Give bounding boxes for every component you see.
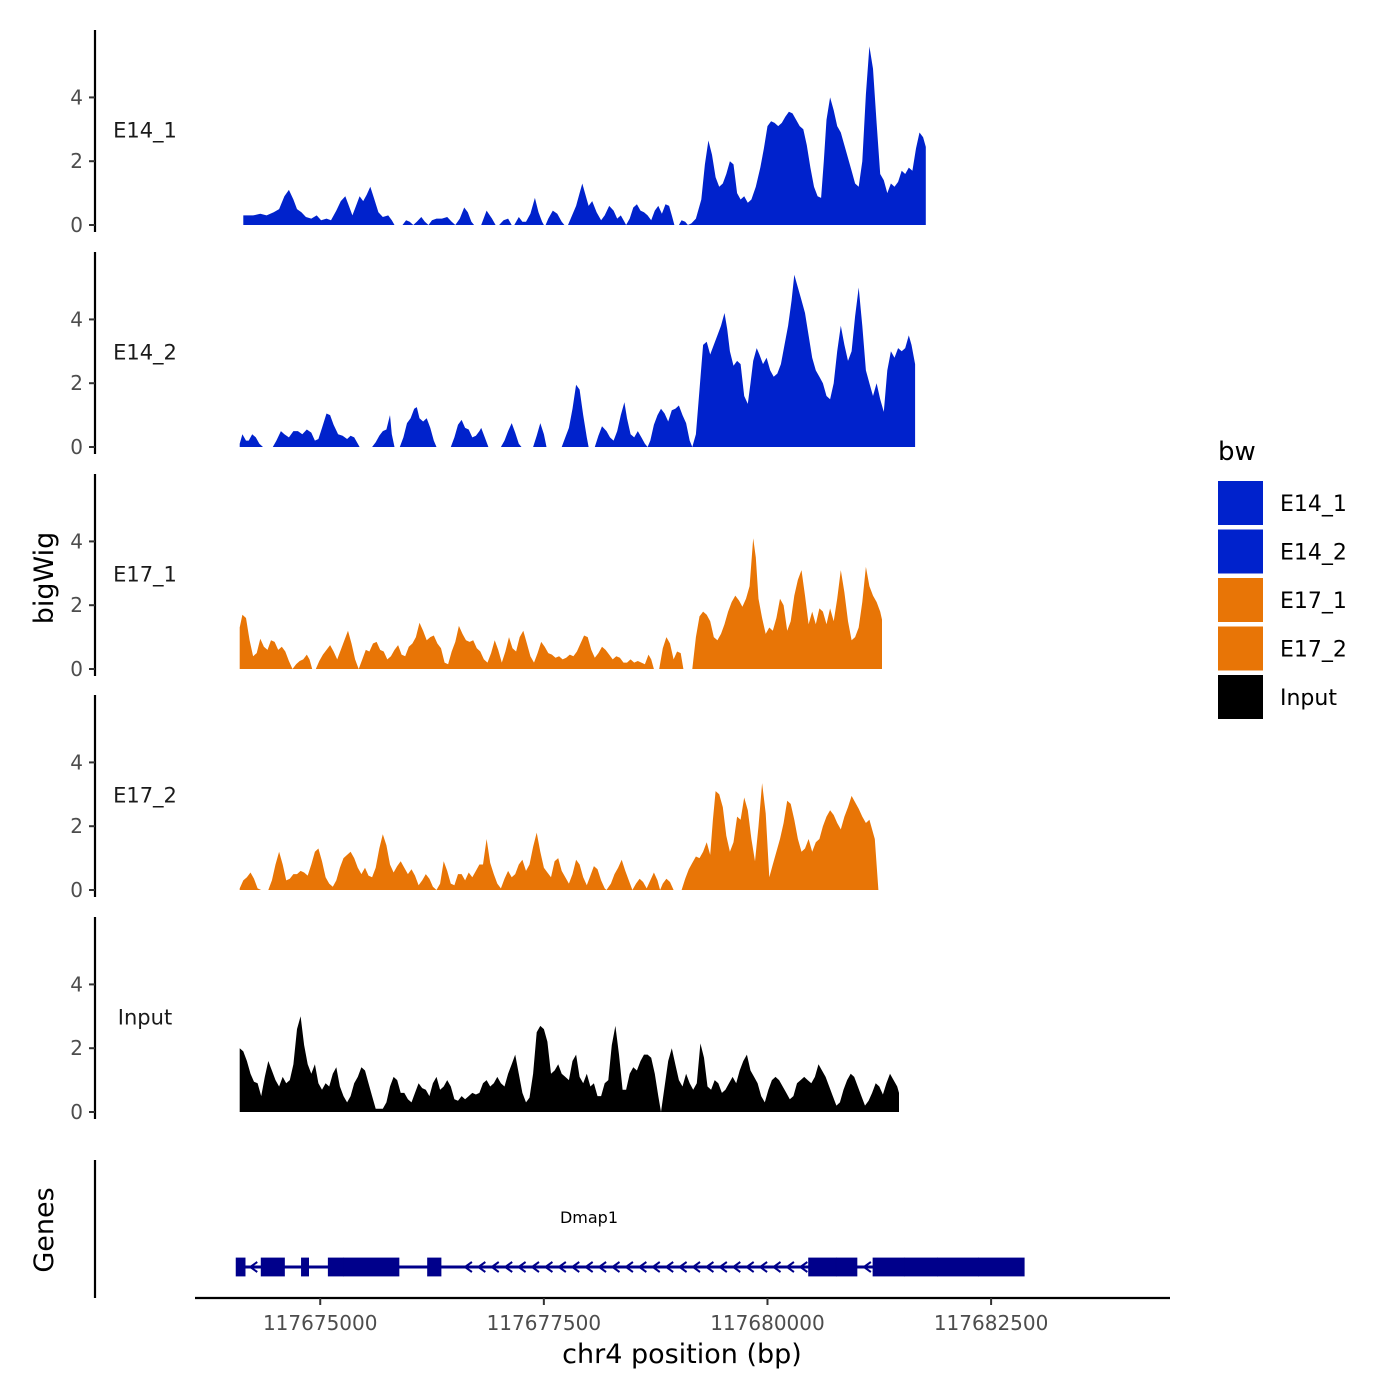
strand-arrow	[691, 1261, 701, 1273]
track-label: E17_1	[113, 562, 177, 587]
x-tick-label: 117680000	[710, 1311, 825, 1335]
x-tick-label: 117677500	[487, 1311, 602, 1335]
gene-exon	[835, 1257, 858, 1277]
y-tick-label: 2	[70, 593, 83, 617]
legend-label: Input	[1280, 686, 1337, 711]
gene-exon	[808, 1257, 837, 1277]
legend-swatch	[1218, 481, 1263, 525]
y-tick-label: 0	[70, 1100, 83, 1124]
track-label: E14_2	[113, 340, 177, 365]
signal-tracks: 0 2 4 E14_1 0 2 4 E14_2 0 2 4 E17_1 0 2 4 E17_2 0 2 4 Input	[70, 30, 926, 1124]
legend-swatch	[1218, 578, 1263, 622]
strand-arrow	[597, 1261, 607, 1273]
track-input: 0 2 4 Input	[70, 917, 899, 1124]
strand-arrow	[583, 1261, 594, 1273]
track-label: E17_2	[113, 783, 177, 808]
gene-exon	[343, 1257, 400, 1277]
gene-exon	[903, 1257, 938, 1277]
gene-exon	[235, 1257, 246, 1277]
legend-label: E17_1	[1280, 589, 1347, 614]
signal-area	[239, 274, 916, 447]
strand-arrow	[771, 1261, 782, 1273]
track-label: Input	[118, 1005, 172, 1029]
strand-arrow	[758, 1261, 768, 1273]
gene-label: Dmap1	[560, 1208, 618, 1227]
y-tick-label: 2	[70, 814, 83, 838]
gene-exon	[427, 1257, 442, 1277]
strand-arrow	[463, 1261, 473, 1273]
x-axis-title: chr4 position (bp)	[562, 1339, 802, 1370]
strand-arrow	[610, 1261, 621, 1273]
legend-label: E17_2	[1280, 638, 1347, 663]
signal-area	[239, 783, 879, 890]
x-tick-label: 117682500	[934, 1311, 1049, 1335]
legend-label: E14_1	[1280, 492, 1347, 517]
x-axis: 117675000 117677500 117680000 117682500	[195, 1296, 1170, 1335]
y-tick-label: 2	[70, 149, 83, 173]
y-tick-label: 4	[70, 529, 83, 553]
gene-exon	[260, 1257, 285, 1277]
y-tick-label: 4	[70, 85, 83, 109]
y-tick-label: 4	[70, 972, 83, 996]
track-e14-2: 0 2 4 E14_2	[70, 252, 916, 459]
gene-exon	[872, 1257, 905, 1277]
signal-area	[239, 1016, 899, 1112]
legend-swatch	[1218, 675, 1263, 719]
strand-arrow	[490, 1261, 500, 1273]
strand-arrow	[798, 1261, 808, 1273]
strand-arrow	[503, 1261, 513, 1273]
strand-arrow	[677, 1261, 688, 1273]
strand-arrow	[731, 1261, 741, 1273]
y-tick-label: 0	[70, 213, 83, 237]
strand-arrow	[516, 1261, 527, 1273]
y-axis-title: bigWig	[29, 532, 60, 625]
y-tick-label: 0	[70, 657, 83, 681]
gene-exon	[937, 1257, 979, 1277]
gene-panel: Dmap1	[93, 1160, 1025, 1298]
strand-arrow	[248, 1261, 258, 1273]
strand-arrow	[624, 1261, 634, 1273]
legend-swatch	[1218, 529, 1263, 574]
track-label: E14_1	[113, 118, 177, 143]
y-tick-label: 4	[70, 750, 83, 774]
strand-arrow	[570, 1261, 580, 1273]
signal-area	[243, 46, 926, 226]
strand-arrow	[704, 1261, 715, 1273]
strand-arrow	[785, 1261, 795, 1273]
y-tick-label: 4	[70, 307, 83, 331]
strand-arrow	[744, 1261, 755, 1273]
gene-exon	[301, 1257, 310, 1277]
strand-arrow	[476, 1261, 486, 1273]
track-e17-2: 0 2 4 E17_2	[70, 695, 879, 902]
track-e17-1: 0 2 4 E17_1	[70, 474, 882, 681]
genes-axis-title: Genes	[29, 1187, 60, 1272]
strand-arrow	[543, 1261, 554, 1273]
strand-arrow	[664, 1261, 674, 1273]
strand-arrow	[651, 1261, 661, 1273]
gene-exon	[978, 1257, 1025, 1277]
y-tick-label: 0	[70, 878, 83, 902]
y-tick-label: 0	[70, 435, 83, 459]
gene-dmap1: Dmap1	[235, 1208, 1025, 1277]
x-tick-label: 117675000	[263, 1311, 378, 1335]
strand-arrow	[862, 1261, 872, 1273]
legend-swatch	[1218, 626, 1263, 671]
y-tick-label: 2	[70, 1036, 83, 1060]
gene-exon	[327, 1257, 344, 1277]
signal-area	[239, 538, 882, 669]
legend-title: bw	[1218, 437, 1256, 467]
legend: bw E14_1 E14_2 E17_1 E17_2 Input	[1218, 437, 1347, 719]
legend-label: E14_2	[1280, 541, 1347, 566]
track-e14-1: 0 2 4 E14_1	[70, 30, 926, 237]
y-tick-label: 2	[70, 371, 83, 395]
strand-arrow	[530, 1261, 540, 1273]
strand-arrow	[637, 1261, 647, 1273]
strand-arrow	[557, 1261, 567, 1273]
strand-arrow	[718, 1261, 728, 1273]
